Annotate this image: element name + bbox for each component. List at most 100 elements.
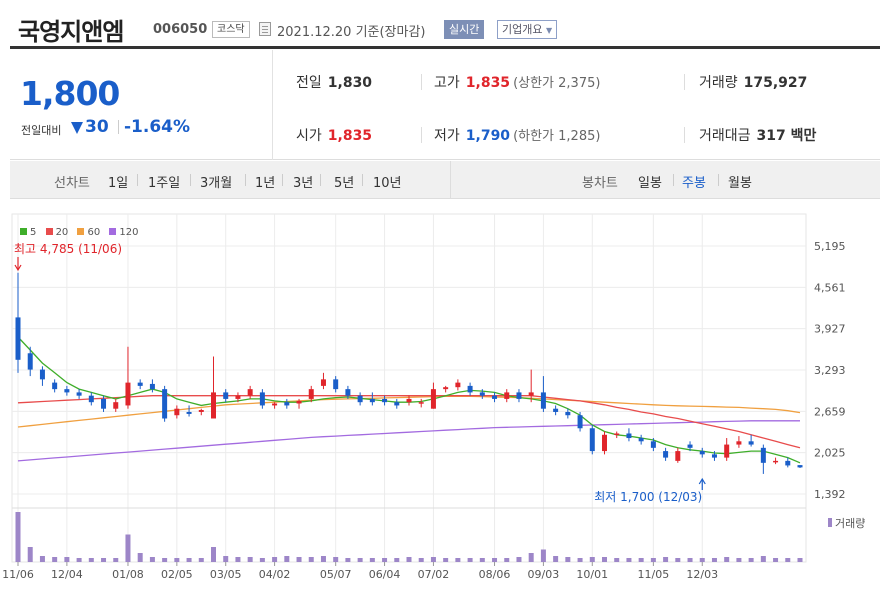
candle-body xyxy=(39,369,45,380)
x-tick-label: 04/02 xyxy=(259,568,291,581)
candle-body xyxy=(125,382,131,406)
candle-body xyxy=(382,398,388,403)
date-basis: 2021.12.20 기준(장마감) xyxy=(277,25,426,40)
volume-bar xyxy=(394,558,400,562)
volume-bar xyxy=(247,557,253,562)
candle-body xyxy=(247,389,253,396)
candle-body xyxy=(479,392,485,396)
volume-bar xyxy=(345,558,351,562)
candle-body xyxy=(516,392,522,399)
candle-daily[interactable]: 일봉 xyxy=(638,176,662,191)
candle-body xyxy=(455,382,461,388)
period-5y[interactable]: 5년 xyxy=(334,176,355,191)
period-1w[interactable]: 1주일 xyxy=(148,176,181,191)
plot-frame xyxy=(11,213,807,563)
candle-body xyxy=(174,408,180,416)
company-overview-button[interactable]: 기업개요 ▼ xyxy=(497,20,558,39)
amount-label: 거래대금 xyxy=(699,128,751,144)
low-label: 저가 xyxy=(434,128,460,144)
prev-close-stat: 전일 1,830 xyxy=(296,72,372,92)
volume-bar xyxy=(308,557,314,562)
volume-bar xyxy=(284,556,290,562)
volume-bar xyxy=(15,512,21,562)
ma60-swatch xyxy=(77,228,85,235)
candle-body xyxy=(186,411,192,414)
divider xyxy=(450,161,451,199)
period-3m[interactable]: 3개월 xyxy=(200,176,233,191)
period-1d[interactable]: 1일 xyxy=(108,176,129,191)
volume-bar xyxy=(39,556,45,562)
divider xyxy=(421,127,422,143)
price-summary: 1,800 전일대비 30 -1.64% 전일 1,830 고가 1,835 (상한가… xyxy=(10,50,880,160)
volume-bar xyxy=(369,558,375,562)
line-chart-title: 선차트 xyxy=(54,176,90,191)
x-tick-label: 08/06 xyxy=(479,568,511,581)
open-stat: 시가 1,835 xyxy=(296,125,372,145)
legend-ma5: 5 xyxy=(20,227,36,238)
volume-bar xyxy=(174,558,180,562)
legend-ma20: 20 xyxy=(45,227,69,238)
x-tick-label: 03/05 xyxy=(210,568,242,581)
candle-body xyxy=(320,379,326,386)
legend-label: 20 xyxy=(55,227,69,238)
max-annotation: 최고 4,785 (11/06) xyxy=(14,242,122,256)
candle-body xyxy=(650,441,656,448)
volume-bar xyxy=(589,557,595,562)
prev-close-label: 전일 xyxy=(296,75,322,91)
candle-body xyxy=(52,382,58,390)
period-3y[interactable]: 3년 xyxy=(293,176,314,191)
volume-bar xyxy=(88,558,94,562)
volume-bar xyxy=(162,558,168,562)
chart-controls: 선차트 1일 1주일 3개월 1년 3년 5년 10년 봉차트 일봉 주봉 월봉 xyxy=(10,161,880,199)
x-tick-label: 11/05 xyxy=(638,568,670,581)
realtime-button[interactable]: 실시간 xyxy=(444,20,485,39)
down-arrow-icon xyxy=(71,122,83,134)
period-1y[interactable]: 1년 xyxy=(255,176,276,191)
x-tick-label: 05/07 xyxy=(320,568,352,581)
volume-bar xyxy=(320,556,326,562)
legend-label: 5 xyxy=(30,227,37,238)
change-label: 전일대비 xyxy=(21,124,62,137)
candle-body xyxy=(308,389,314,399)
volume-bar xyxy=(333,557,339,562)
candle-body xyxy=(76,392,82,396)
divider xyxy=(190,174,191,186)
volume-bar xyxy=(296,557,302,562)
candle-body xyxy=(773,460,779,463)
x-tick-label: 07/02 xyxy=(418,568,450,581)
volume-bar xyxy=(125,534,131,562)
volume-bar xyxy=(443,558,449,562)
max-arrowhead xyxy=(14,264,22,272)
low-value: 1,790 xyxy=(465,128,511,144)
candle-weekly[interactable]: 주봉 xyxy=(682,176,706,191)
candle-body xyxy=(760,447,766,463)
candle-body xyxy=(235,395,241,399)
candle-body xyxy=(589,428,595,452)
volume-bar xyxy=(553,556,559,562)
calendar-icon xyxy=(259,22,271,36)
legend-ma120: 120 xyxy=(109,227,139,238)
volume-bar xyxy=(638,558,644,562)
candle-body xyxy=(663,451,669,458)
y-tick-label: 2,659 xyxy=(814,405,846,418)
candle-body xyxy=(284,402,290,406)
candlestick-chart[interactable]: 5,195 4,561 3,927 3,293 2,659 2,025 1,392 11/06… xyxy=(0,200,880,597)
divider xyxy=(718,174,719,186)
candle-body xyxy=(748,441,754,445)
period-10y[interactable]: 10년 xyxy=(373,176,402,191)
candle-monthly[interactable]: 월봉 xyxy=(728,176,752,191)
legend-label: 60 xyxy=(87,227,101,238)
divider xyxy=(137,174,138,186)
high-label: 고가 xyxy=(434,75,460,91)
candle-body xyxy=(675,451,681,461)
low-stat: 저가 1,790 (하한가 1,285) xyxy=(434,125,600,145)
volume-bar xyxy=(259,558,265,562)
candle-body xyxy=(333,379,339,390)
change-amount: 30 xyxy=(85,117,109,137)
volume-bar xyxy=(186,558,192,562)
volume-bar xyxy=(455,558,461,562)
candle-body xyxy=(15,317,21,360)
volume-stat: 거래량 175,927 xyxy=(699,72,807,92)
change-percent: -1.64% xyxy=(124,117,191,137)
candle-body xyxy=(357,395,363,403)
